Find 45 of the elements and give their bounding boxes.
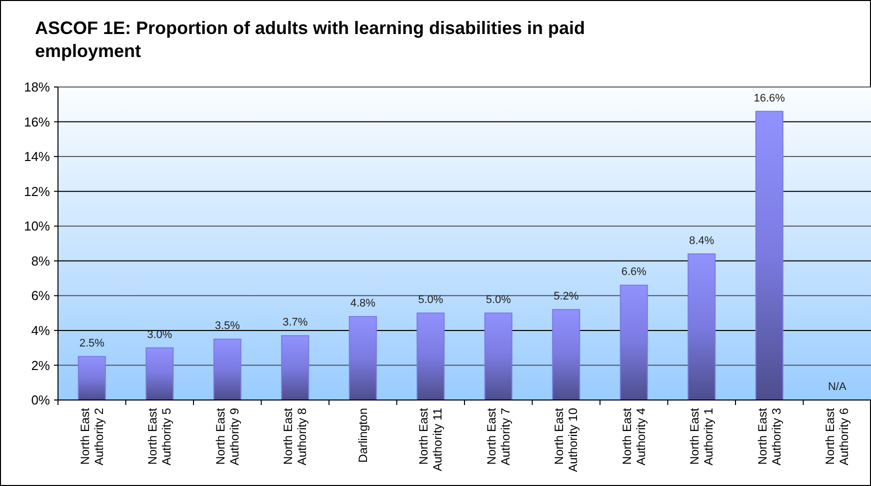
bar xyxy=(416,312,445,400)
x-tick-label: North East Authority 9 xyxy=(213,407,242,466)
data-label: 6.6% xyxy=(621,266,647,278)
y-tick-label: 6% xyxy=(31,288,50,304)
x-tick-label: Darlington xyxy=(356,408,370,463)
bar xyxy=(281,335,310,400)
data-label: 5.0% xyxy=(418,294,444,306)
data-label: 3.0% xyxy=(147,328,172,341)
x-tick-label: North East Authority 2 xyxy=(78,407,106,466)
bar xyxy=(688,253,716,400)
x-tick-label: North East Authority 3 xyxy=(755,407,784,466)
y-tick-label: 2% xyxy=(31,358,50,373)
y-tick-label: 14% xyxy=(24,149,50,164)
bar xyxy=(620,284,648,400)
text: N/A xyxy=(828,381,846,393)
bar xyxy=(484,312,512,400)
bar xyxy=(78,356,106,400)
bar xyxy=(348,316,377,400)
data-label: 16.6% xyxy=(754,92,786,104)
data-label: 4.8% xyxy=(350,298,376,310)
bar xyxy=(552,309,580,400)
y-tick-label: 0% xyxy=(31,392,50,408)
x-tick-label: North East Authority 6 xyxy=(823,407,852,466)
x-tick-label: North East Authority 4 xyxy=(620,407,648,466)
bar xyxy=(213,338,242,400)
y-tick-label: 8% xyxy=(31,253,50,268)
y-tick-label: 4% xyxy=(31,322,50,338)
x-tick-label: North East Authority 7 xyxy=(484,407,512,466)
x-tick-label: North East Authority 10 xyxy=(552,407,580,472)
y-tick-label: 12% xyxy=(24,184,50,199)
x-tick-label: North East Authority 11 xyxy=(416,407,445,472)
x-tick-label: North East Authority 8 xyxy=(281,407,310,466)
data-label: 2.5% xyxy=(79,338,105,350)
data-label: 3.5% xyxy=(214,320,240,332)
data-label: 5.0% xyxy=(486,294,512,306)
bar xyxy=(755,110,784,400)
chart-title: ASCOF 1E: Proportion of adults with learning disabilities in paid employment xyxy=(35,18,586,61)
y-tick-label: 16% xyxy=(24,114,50,130)
y-tick-label: 10% xyxy=(24,218,50,234)
y-tick-label: 18% xyxy=(24,80,50,95)
x-tick-label: North East Authority 5 xyxy=(146,407,174,466)
data-label: 3.7% xyxy=(282,316,308,329)
bar xyxy=(146,347,174,400)
data-label: 8.4% xyxy=(689,234,714,247)
x-tick-label: North East Authority 1 xyxy=(688,407,716,466)
